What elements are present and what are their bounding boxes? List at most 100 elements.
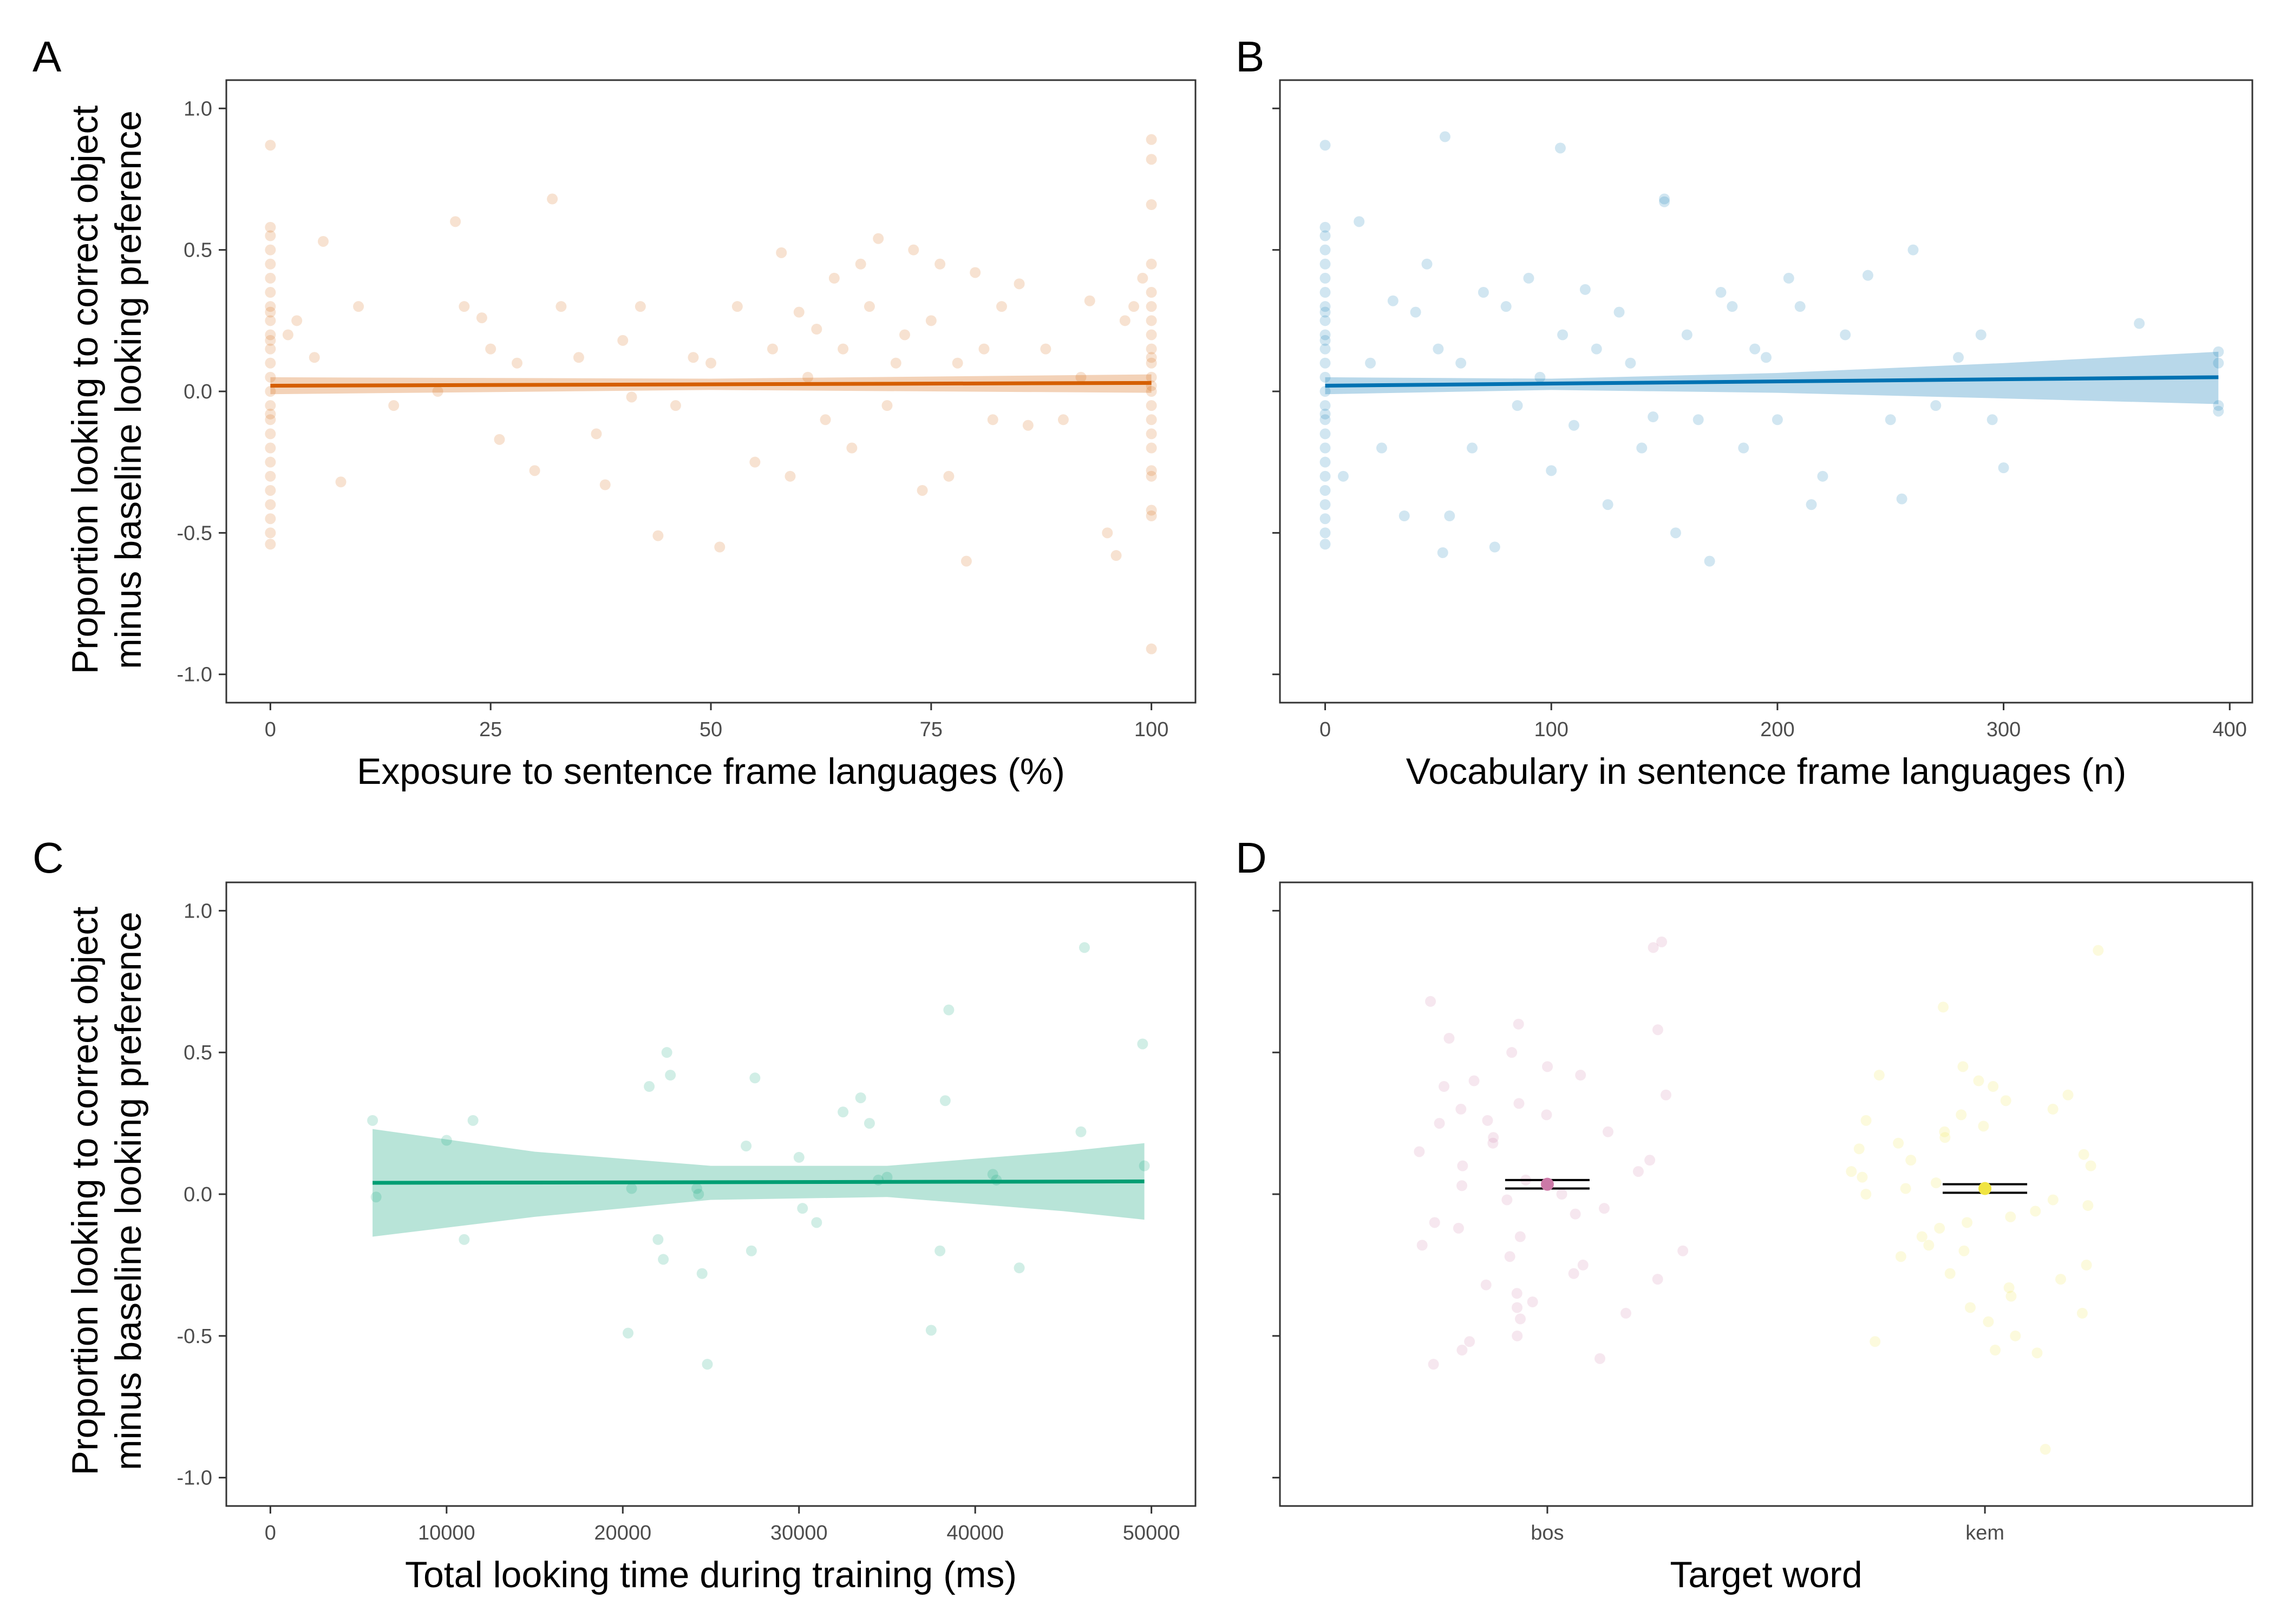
data-point — [265, 315, 276, 326]
data-point — [1319, 527, 1331, 539]
y-tick-label: -1.0 — [177, 664, 212, 686]
data-point — [318, 235, 329, 247]
data-point — [265, 408, 276, 420]
data-point — [1416, 1240, 1428, 1251]
data-point — [265, 287, 276, 298]
data-point — [1727, 301, 1738, 312]
data-point — [1512, 400, 1523, 411]
data-point — [2000, 1095, 2011, 1106]
data-point — [1376, 442, 1387, 454]
data-point — [1139, 1160, 1150, 1171]
data-point — [899, 329, 910, 340]
data-point — [1934, 1222, 1945, 1234]
panel-c: -1.0 -0.5 0.0 0.5 1.0 0 10000 20000 30000 40000 50… — [177, 881, 1197, 1595]
data-point — [1860, 1115, 1872, 1126]
data-point — [939, 1095, 951, 1106]
data-point — [1987, 414, 1998, 425]
data-point — [1693, 414, 1704, 425]
data-point — [960, 555, 972, 567]
data-point — [265, 539, 276, 550]
data-point — [1421, 258, 1433, 270]
data-point — [1437, 547, 1448, 558]
ylabel-top: Proportion looking to correct object min… — [64, 106, 149, 675]
data-point — [1896, 493, 1907, 505]
data-point — [1648, 411, 1659, 423]
panel-border — [225, 881, 1197, 1507]
data-point — [1613, 306, 1625, 318]
data-point — [1146, 329, 1157, 340]
y-tick-label: 0.5 — [184, 1042, 212, 1064]
data-point — [265, 513, 276, 525]
data-point — [1514, 1231, 1526, 1242]
regression-line — [270, 381, 1152, 388]
data-point — [1656, 936, 1668, 947]
panel-letter-d: D — [1236, 834, 1267, 882]
data-point — [1488, 1132, 1499, 1143]
data-point — [1146, 301, 1157, 312]
data-point — [935, 258, 946, 270]
data-point — [1506, 1047, 1518, 1058]
data-point — [1648, 942, 1659, 953]
data-point — [265, 386, 276, 397]
plot-area — [1414, 936, 2104, 1455]
x-axis-title: Target word — [1670, 1554, 1862, 1595]
data-point — [1513, 1018, 1524, 1030]
data-point — [1907, 244, 1919, 256]
data-point — [1439, 1081, 1450, 1092]
data-point — [2213, 405, 2224, 417]
ylabel-line-1: Proportion looking to correct object — [64, 106, 106, 675]
data-point — [1453, 1222, 1464, 1234]
data-point — [749, 1072, 761, 1084]
regression-line — [373, 1179, 1145, 1185]
data-point — [1464, 1336, 1475, 1347]
data-point — [1983, 1316, 1994, 1327]
data-point — [1119, 315, 1131, 326]
data-point — [1916, 1231, 1927, 1242]
plot-area — [1319, 131, 2224, 567]
data-point — [802, 371, 813, 383]
data-point — [626, 1183, 637, 1194]
data-point — [1958, 1245, 1970, 1256]
data-point — [1761, 352, 1772, 363]
data-point — [1319, 329, 1331, 340]
data-point — [573, 352, 584, 363]
data-point — [2213, 346, 2224, 357]
data-point — [793, 306, 805, 318]
data-point — [265, 329, 276, 340]
data-point — [1319, 386, 1331, 397]
data-point — [265, 499, 276, 510]
panel-d: bos kem Target word — [1272, 881, 2253, 1595]
data-point — [1319, 301, 1331, 312]
data-point — [1146, 352, 1157, 363]
data-point — [467, 1115, 479, 1126]
panel-letter-a: A — [32, 32, 62, 81]
data-point — [265, 414, 276, 425]
y-tick-label: 1.0 — [184, 97, 212, 120]
data-point — [1399, 510, 1410, 521]
data-point — [1893, 1137, 1904, 1149]
data-point — [652, 530, 664, 541]
data-point — [1534, 371, 1546, 383]
data-point — [1704, 555, 1715, 567]
data-point — [838, 343, 849, 355]
data-point — [970, 267, 981, 278]
data-point — [1365, 357, 1376, 369]
data-point — [1568, 1268, 1579, 1279]
confidence-band — [1325, 351, 2219, 404]
data-point — [265, 272, 276, 284]
data-point — [881, 400, 893, 411]
data-point — [1146, 357, 1157, 369]
data-point — [1146, 315, 1157, 326]
data-point — [1110, 550, 1122, 561]
data-point — [1410, 306, 1421, 318]
data-point — [1319, 499, 1331, 510]
data-point — [1467, 442, 1478, 454]
data-point — [1939, 1126, 1950, 1137]
y-tick-label: -0.5 — [177, 1325, 212, 1348]
data-point — [1319, 400, 1331, 411]
data-point — [1146, 510, 1157, 521]
data-point — [1387, 295, 1399, 306]
data-point — [1319, 258, 1331, 270]
data-point — [1319, 244, 1331, 256]
data-point — [512, 357, 522, 369]
